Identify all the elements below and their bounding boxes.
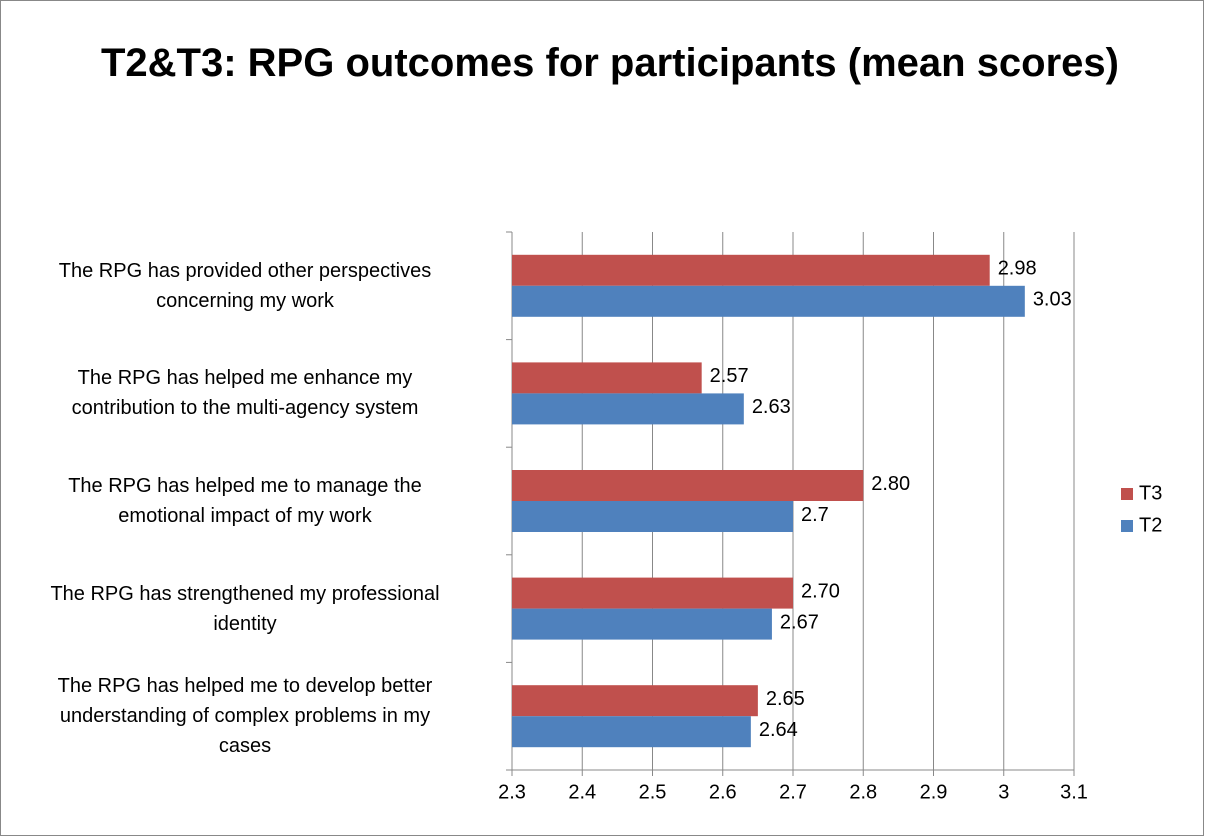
y-tick-label: The RPG has strengthened my professional… <box>50 582 440 635</box>
x-tick-label: 2.8 <box>849 781 877 803</box>
legend-swatch <box>1121 488 1133 500</box>
bar <box>512 470 864 501</box>
data-label: 2.98 <box>998 258 1037 280</box>
bar <box>512 501 793 532</box>
y-tick-label: The RPG has helped me enhance my contrib… <box>71 367 419 420</box>
x-tick-label: 2.5 <box>639 781 667 803</box>
x-tick-label: 3.1 <box>1060 781 1088 803</box>
bar <box>512 393 744 425</box>
data-label: 3.03 <box>1033 289 1072 311</box>
legend-label: T3 <box>1139 482 1162 504</box>
data-label: 2.70 <box>801 580 840 602</box>
bar <box>512 254 990 286</box>
bar <box>512 608 772 640</box>
legend-swatch <box>1121 520 1133 532</box>
y-tick-label: The RPG has helped me to manage the emot… <box>68 475 422 527</box>
y-tick-label: The RPG has provided other perspectives … <box>58 259 432 312</box>
data-label: 2.57 <box>710 365 749 387</box>
data-label: 2.7 <box>801 504 829 526</box>
bar <box>512 577 793 609</box>
data-label: 2.65 <box>766 688 805 710</box>
x-tick-label: 2.9 <box>920 781 948 803</box>
bar <box>512 285 1025 317</box>
x-tick-label: 2.6 <box>709 781 737 803</box>
chart-title: T2&T3: RPG outcomes for participants (me… <box>100 41 1119 85</box>
bar <box>512 362 702 394</box>
x-tick-label: 2.7 <box>779 781 807 803</box>
x-tick-label: 2.4 <box>568 781 596 803</box>
data-label: 2.80 <box>871 473 910 495</box>
bar <box>512 685 758 717</box>
x-tick-label: 2.3 <box>498 781 526 803</box>
bar <box>512 716 751 748</box>
data-label: 2.67 <box>780 611 819 633</box>
x-tick-label: 3 <box>998 781 1009 803</box>
legend-label: T2 <box>1139 514 1162 536</box>
data-label: 2.64 <box>759 719 798 741</box>
data-label: 2.63 <box>752 396 791 418</box>
y-tick-label: The RPG has helped me to develop better … <box>57 675 433 758</box>
